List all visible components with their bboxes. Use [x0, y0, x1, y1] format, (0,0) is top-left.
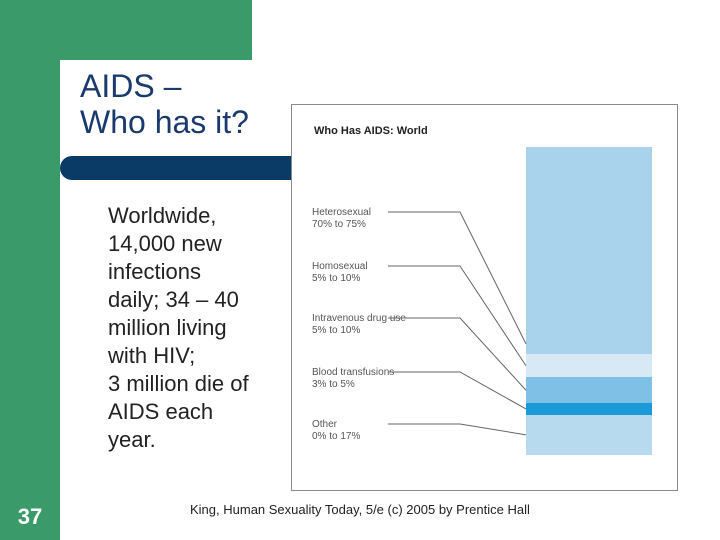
body-line: infections	[108, 259, 201, 284]
leader-line-blood-transfusions	[388, 371, 527, 410]
category-name: Blood transfusions	[312, 367, 395, 378]
body-line: 3 million die of	[108, 371, 249, 396]
slide-number: 37	[17, 504, 43, 529]
bar-segment-other	[526, 414, 652, 455]
category-name: Homosexual	[312, 261, 368, 272]
label-other: Other 0% to 17%	[312, 419, 360, 443]
category-name: Intravenous drug use	[312, 313, 406, 324]
bar-segment-homosexual	[526, 354, 652, 378]
category-range: 5% to 10%	[312, 325, 361, 336]
body-line: AIDS each	[108, 399, 214, 424]
title-line: Who has it?	[80, 104, 249, 140]
green-sidebar	[0, 0, 60, 540]
category-name: Other	[312, 419, 338, 430]
label-blood-transfusions: Blood transfusions 3% to 5%	[312, 367, 394, 391]
body-line: 14,000 new	[108, 231, 222, 256]
bar-segment-iv-drug-use	[526, 377, 652, 404]
chart-title: Who Has AIDS: World	[314, 125, 428, 137]
body-line: year.	[108, 427, 156, 452]
body-line: Worldwide,	[108, 203, 217, 228]
green-header-block	[0, 0, 252, 60]
title-underline-bar	[60, 156, 300, 180]
leader-line-other	[388, 423, 527, 436]
bar-segment-blood-transfusions	[526, 403, 652, 415]
label-homosexual: Homosexual 5% to 10%	[312, 261, 368, 285]
bar-segment-heterosexual	[526, 147, 652, 355]
body-line: with HIV;	[108, 343, 196, 368]
category-range: 3% to 5%	[312, 379, 355, 390]
category-range: 0% to 17%	[312, 431, 361, 442]
body-text: Worldwide, 14,000 new infections daily; …	[108, 202, 288, 454]
leader-lines	[388, 211, 527, 436]
body-line: million living	[108, 315, 227, 340]
slide-title: AIDS – Who has it?	[80, 68, 290, 140]
category-range: 5% to 10%	[312, 273, 361, 284]
leader-line-iv-drug-use	[388, 317, 527, 391]
title-line: AIDS –	[80, 68, 182, 104]
leader-line-homosexual	[388, 265, 527, 367]
chart-figure: Who Has AIDS: World Heterosexual 70% to …	[291, 104, 678, 491]
leader-line-heterosexual	[388, 211, 527, 345]
category-name: Heterosexual	[312, 207, 371, 218]
label-iv-drug-use: Intravenous drug use 5% to 10%	[312, 313, 406, 337]
category-range: 70% to 75%	[312, 219, 366, 230]
label-heterosexual: Heterosexual 70% to 75%	[312, 207, 371, 231]
slide-credit: King, Human Sexuality Today, 5/e (c) 200…	[190, 502, 530, 517]
body-line: daily; 34 – 40	[108, 287, 239, 312]
